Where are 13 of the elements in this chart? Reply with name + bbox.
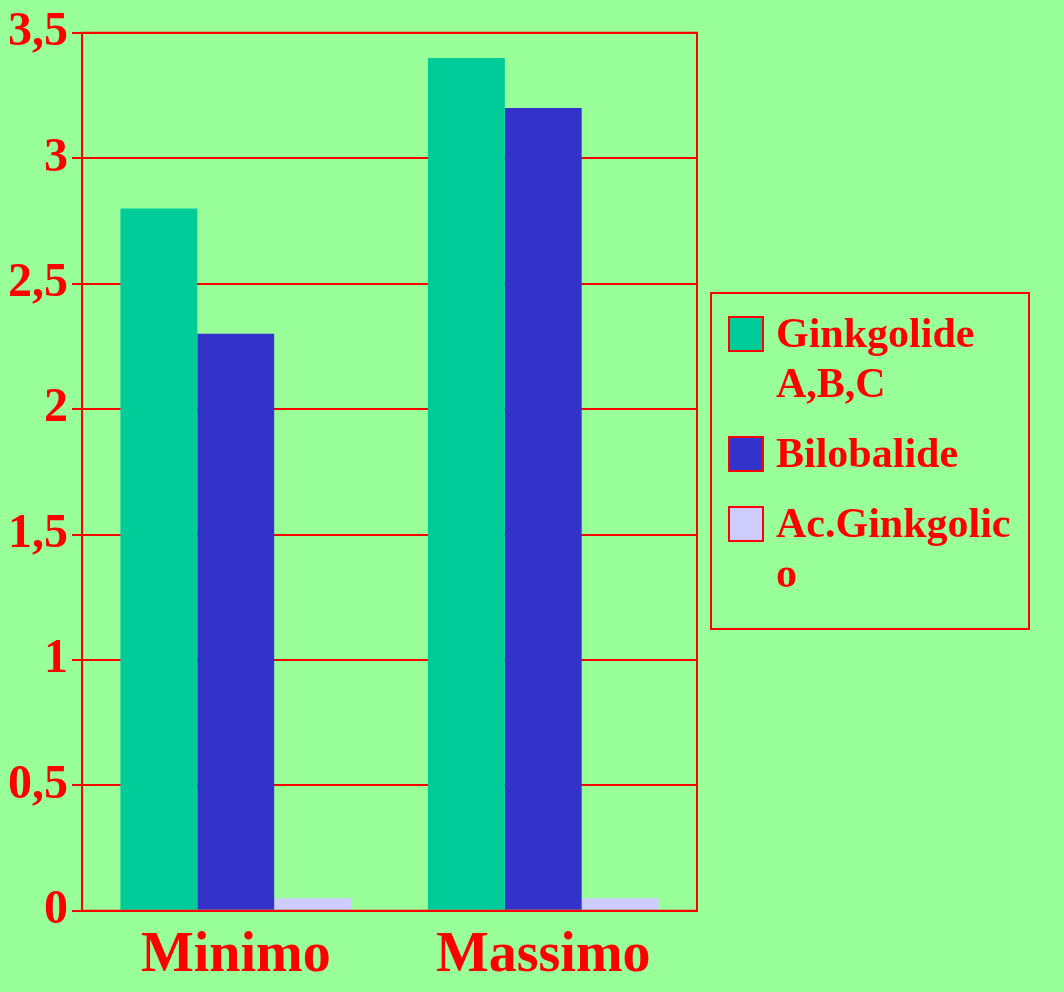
legend-label: Ac.Ginkgolico — [776, 499, 1012, 598]
y-tick-label: 1,5 — [8, 503, 68, 557]
y-tick-label: 3 — [44, 127, 68, 181]
x-tick-label: Massimo — [435, 920, 651, 983]
legend-label: Ginkgolide A,B,C — [776, 309, 976, 408]
y-tick-label: 1 — [44, 629, 68, 683]
y-tick-label: 2 — [44, 378, 68, 432]
y-tick-label: 0,5 — [8, 754, 68, 808]
y-tick-label: 0 — [44, 880, 68, 934]
y-tick-label: 2,5 — [8, 253, 68, 307]
y-tick-label: 3,5 — [8, 2, 68, 56]
x-tick-label: Minimo — [140, 920, 331, 983]
legend-label: Bilobalide — [776, 429, 959, 478]
